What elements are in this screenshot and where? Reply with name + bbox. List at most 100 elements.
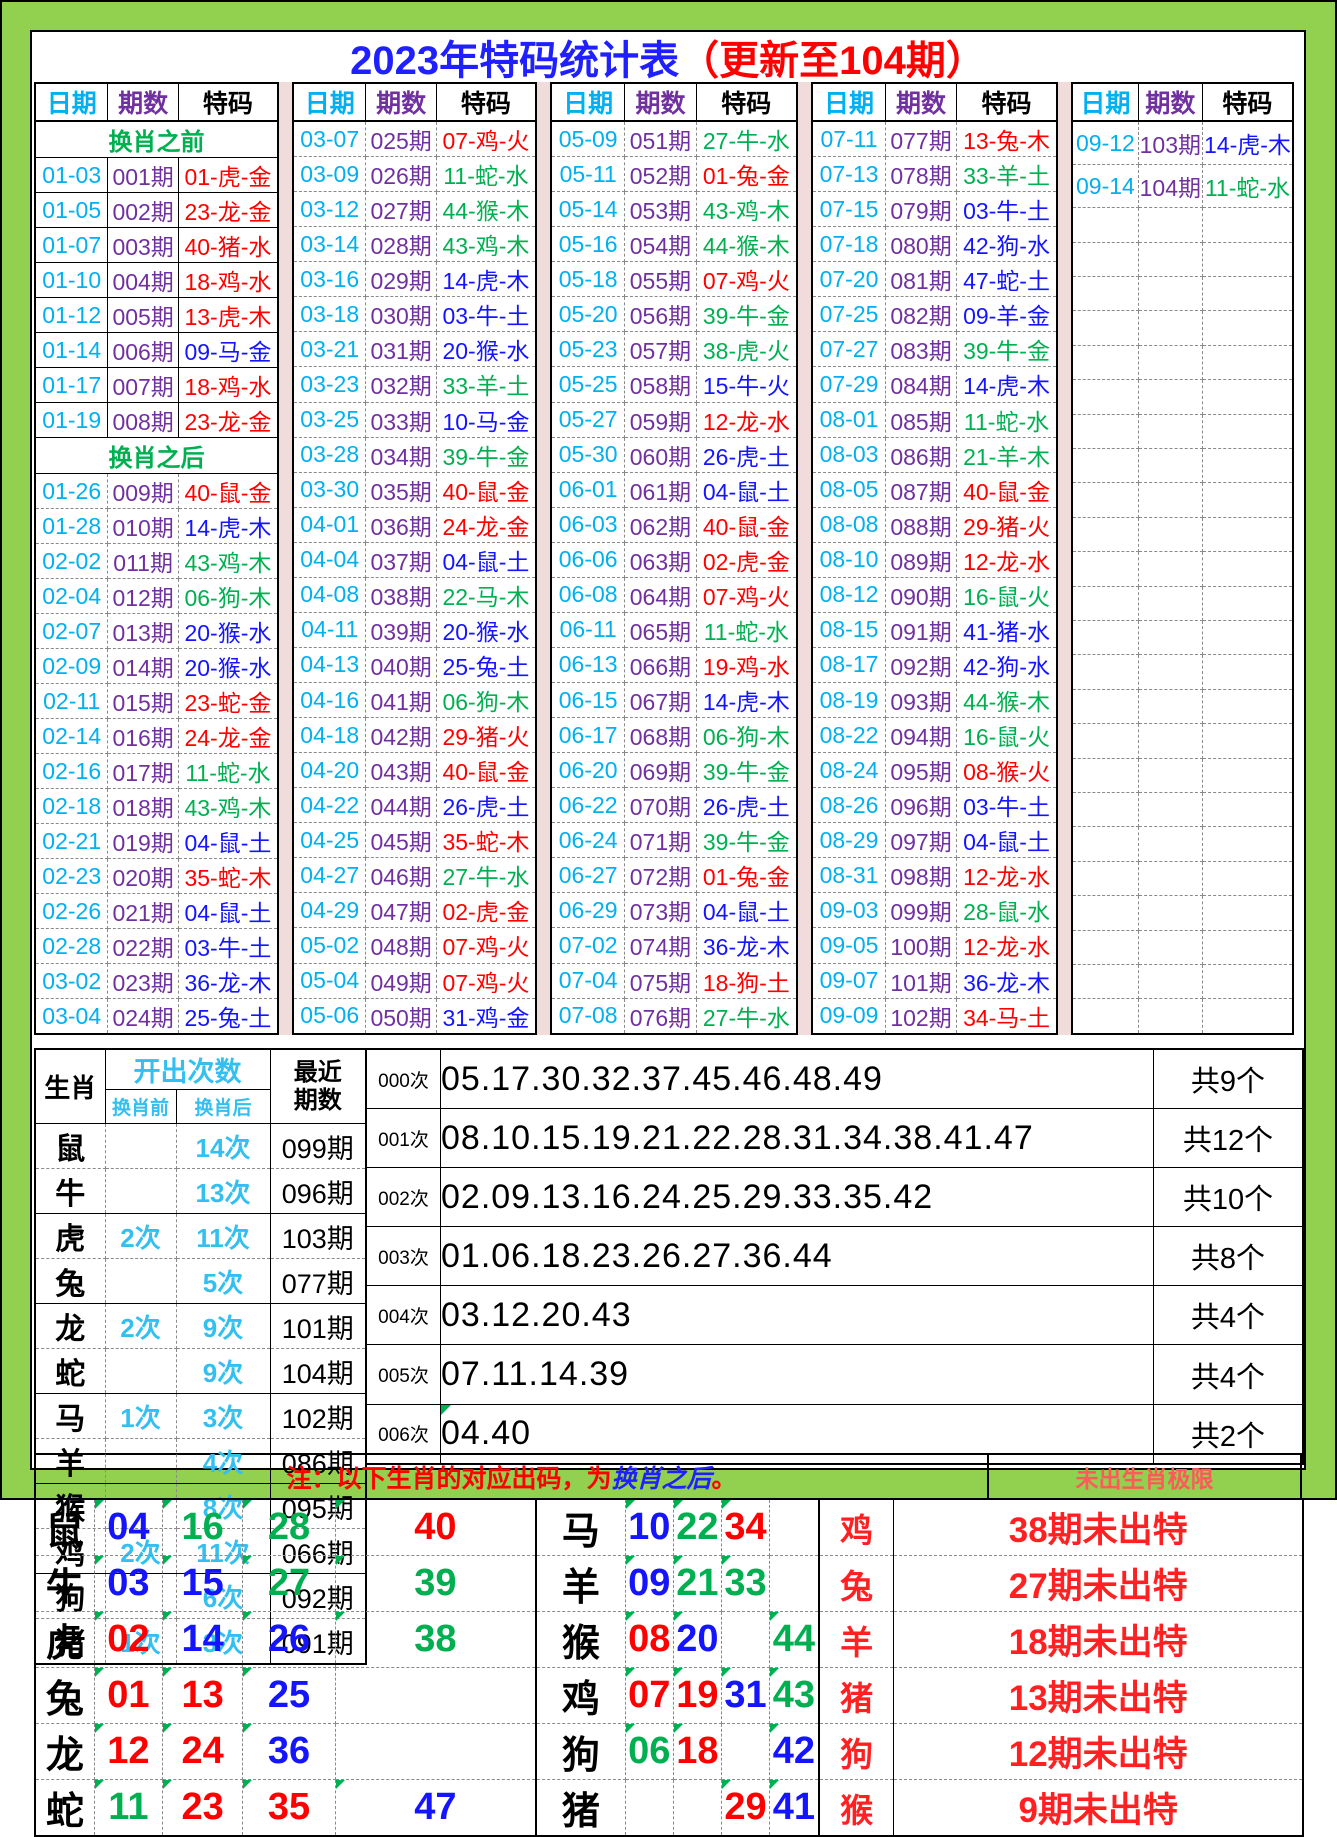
date-cell: 04-16 xyxy=(292,681,367,719)
date-cell: 04-08 xyxy=(292,576,367,613)
date-cell: 07-18 xyxy=(811,226,886,263)
after-count-cell: 9次 xyxy=(175,1303,271,1349)
times-column-header: 开出次数 xyxy=(104,1048,271,1090)
date-cell: 09-14 xyxy=(1071,164,1139,209)
table-row: 07-20 081期 47-蛇-土 xyxy=(811,261,1058,298)
period-cell: 015期 xyxy=(107,683,179,719)
table-row: 06-11 065期 11-蛇-水 xyxy=(550,611,798,648)
frequency-total-cell: 共4个 xyxy=(1153,1344,1304,1405)
comment-marker xyxy=(626,1556,635,1565)
date-cell: 03-28 xyxy=(292,436,367,473)
date-column-header: 日期 xyxy=(811,82,886,122)
table-row: 04-22 044期 26-虎-土 xyxy=(292,787,537,824)
code-cell: 27-牛-水 xyxy=(435,857,537,894)
table-row: 01-12 005期 13-虎-木 xyxy=(34,297,279,333)
date-cell: 03-04 xyxy=(34,998,109,1035)
empty-row xyxy=(1071,207,1294,243)
code-cell: 07-鸡-火 xyxy=(435,927,537,964)
date-column-header: 日期 xyxy=(292,82,367,122)
after-count-cell: 11次 xyxy=(175,1213,271,1259)
period-cell: 073期 xyxy=(624,892,697,929)
table-row: 05-04 049期 07-鸡-火 xyxy=(292,962,537,999)
period-cell: 077期 xyxy=(884,120,958,158)
column-separator xyxy=(537,82,550,1035)
empty-cell xyxy=(1137,241,1203,277)
date-cell: 02-09 xyxy=(34,648,109,684)
recent-period-cell: 099期 xyxy=(269,1123,367,1169)
comment-marker xyxy=(243,1612,253,1621)
period-cell: 055期 xyxy=(624,261,697,298)
table-row: 04-18 042期 29-猪-火 xyxy=(292,717,537,754)
code-cell: 35-蛇-木 xyxy=(177,858,279,894)
empty-cell xyxy=(1201,929,1294,966)
code-cell: 25-兔-土 xyxy=(177,998,279,1035)
zodiac-name-cell: 虎 xyxy=(34,1611,95,1668)
period-cell: 030期 xyxy=(365,296,437,333)
empty-cell xyxy=(1137,344,1203,381)
date-cell: 06-17 xyxy=(550,717,626,754)
code-cell: 27-牛-水 xyxy=(695,120,798,158)
period-cell: 025期 xyxy=(365,120,437,158)
period-cell: 034期 xyxy=(365,436,437,473)
empty-cell xyxy=(1137,585,1203,621)
mapping-row: 龙 12 24 36 xyxy=(34,1723,537,1780)
date-cell: 07-04 xyxy=(550,962,626,999)
empty-cell xyxy=(1201,241,1294,277)
table-row: 02-28 022期 03-牛-土 xyxy=(34,928,279,964)
empty-cell xyxy=(1201,413,1294,449)
number-cell xyxy=(720,1723,771,1780)
period-cell: 088期 xyxy=(884,506,958,543)
recent-period-cell: 104期 xyxy=(269,1348,367,1394)
missing-zodiac-cell: 猴 xyxy=(817,1779,895,1837)
period-cell: 043期 xyxy=(365,752,437,789)
code-cell: 06-狗-木 xyxy=(435,681,537,719)
zodiac-name-cell: 马 xyxy=(34,1393,106,1439)
date-cell: 04-18 xyxy=(292,717,367,754)
code-cell: 03-牛-土 xyxy=(956,787,1058,824)
zodiac-stats-row: 马 1次 3次 102期 xyxy=(34,1393,367,1439)
empty-cell xyxy=(1201,964,1294,1000)
table-row: 09-09 102期 34-马-土 xyxy=(811,997,1058,1035)
frequency-row: 005次 07.11.14.39 共4个 xyxy=(365,1344,1304,1405)
comment-marker xyxy=(95,1780,104,1789)
number-cell: 36 xyxy=(242,1723,336,1780)
code-cell: 07-鸡-火 xyxy=(695,261,798,298)
frequency-numbers-cell: 05.17.30.32.37.45.46.48.49 xyxy=(440,1048,1154,1110)
code-cell: 20-猴-水 xyxy=(177,648,279,684)
empty-cell xyxy=(1201,654,1294,690)
frequency-numbers-cell: 02.09.13.16.24.25.29.33.35.42 xyxy=(440,1167,1154,1228)
table-row: 01-14 006期 09-马-金 xyxy=(34,332,279,368)
date-cell: 08-31 xyxy=(811,857,886,894)
code-cell: 31-鸡-金 xyxy=(435,997,537,1035)
comment-marker xyxy=(722,1668,731,1677)
period-cell: 044期 xyxy=(365,787,437,824)
date-cell: 07-29 xyxy=(811,366,886,403)
period-cell: 008期 xyxy=(107,402,179,438)
period-cell: 007期 xyxy=(107,367,179,403)
code-cell: 33-羊-土 xyxy=(956,156,1058,193)
date-cell: 03-23 xyxy=(292,366,367,403)
period-cell: 082期 xyxy=(884,296,958,333)
comment-marker xyxy=(336,1500,345,1509)
zodiac-name-cell: 猪 xyxy=(535,1779,626,1837)
date-cell: 06-22 xyxy=(550,787,626,824)
frequency-label-cell: 005次 xyxy=(365,1344,441,1405)
comment-marker xyxy=(770,1780,780,1789)
date-cell: 05-09 xyxy=(550,120,626,158)
code-cell: 43-鸡-木 xyxy=(695,191,798,228)
code-cell: 12-龙-水 xyxy=(956,541,1058,578)
empty-row xyxy=(1071,241,1294,277)
empty-cell xyxy=(1071,241,1139,277)
code-cell: 25-兔-土 xyxy=(435,646,537,684)
header-row: 日期 期数 特码 xyxy=(550,82,798,122)
date-cell: 01-10 xyxy=(34,262,109,298)
title-suffix: （更新至104期） xyxy=(679,39,986,83)
date-cell: 03-02 xyxy=(34,963,109,999)
frequency-label-cell: 003次 xyxy=(365,1226,441,1287)
zodiac-number-table-right: 马 10 22 34 鸡 38期未出特羊 09 21 33 兔 27期未出特猴 08 20 44 羊 1… xyxy=(535,1498,1304,1837)
table-row: 02-02 011期 43-鸡-木 xyxy=(34,543,279,579)
date-cell: 07-27 xyxy=(811,331,886,368)
code-cell: 08-猴-火 xyxy=(956,752,1058,789)
number-cell xyxy=(624,1779,674,1837)
table-row: 04-13 040期 25-兔-土 xyxy=(292,646,537,684)
